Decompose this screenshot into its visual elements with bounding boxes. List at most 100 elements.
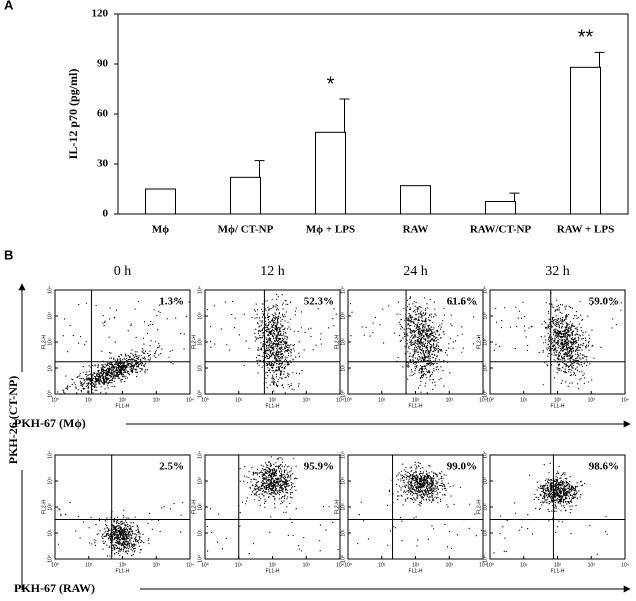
- plot-x-label: FL1-H: [266, 568, 280, 574]
- x-tick-label: 10³: [446, 562, 454, 568]
- x-tick-label: 10⁰: [201, 562, 209, 568]
- y-tick-label: 10⁴: [482, 286, 488, 294]
- y-tick-label: 10⁰: [197, 390, 203, 398]
- y-tick-label: 0: [103, 208, 109, 220]
- plot-y-label: FL2-H: [41, 500, 47, 514]
- y-tick-label: 10¹: [482, 529, 488, 537]
- percent-label: 1.3%: [159, 296, 184, 308]
- x-tick-label: 10¹: [235, 562, 243, 568]
- bar: [400, 185, 431, 215]
- plot-x-label: FL1-H: [266, 403, 280, 409]
- plot-frame: [117, 13, 629, 215]
- column-header: 24 h: [403, 264, 428, 279]
- y-tick-label: 10⁴: [340, 286, 346, 294]
- x-tick-label: 10¹: [85, 397, 93, 403]
- percent-label: 59.0%: [589, 296, 619, 308]
- x-tick-label: 10²: [269, 562, 277, 568]
- y-tick-label: 10⁰: [482, 390, 488, 398]
- plot-y-label: FL2-H: [476, 500, 482, 514]
- y-tick-label: 10⁰: [340, 555, 346, 563]
- plot-y-label: FL2-H: [41, 335, 47, 349]
- y-tick-label: 10¹: [197, 529, 203, 537]
- plot-y-label: FL2-H: [191, 500, 197, 514]
- y-tick-label: 60: [97, 108, 109, 120]
- x-tick-label: RAW/CT-NP: [470, 224, 532, 236]
- y-tick-label: 10²: [47, 503, 53, 511]
- y-tick-label: 10²: [340, 503, 346, 511]
- event-cloud: [57, 300, 190, 394]
- y-tick-label: 10⁴: [197, 286, 203, 294]
- y-tick-label: 90: [97, 58, 109, 70]
- event-cloud: [357, 461, 482, 549]
- y-tick-label: 10²: [197, 338, 203, 346]
- y-tick-label: 10³: [197, 477, 203, 485]
- x-tick-label: 10¹: [235, 397, 243, 403]
- x-tick-label: 10²: [412, 562, 420, 568]
- significance-mark: *: [327, 73, 335, 95]
- plot-y-label: FL2-H: [334, 335, 340, 349]
- y-axis-label: IL-12 p70 (pg/ml): [66, 69, 80, 160]
- column-header: 12 h: [260, 264, 285, 279]
- y-tick-label: 10⁴: [482, 451, 488, 459]
- percent-label: 61.6%: [447, 296, 477, 308]
- x-tick-label: 10¹: [85, 562, 93, 568]
- panel-letter: A: [4, 0, 14, 12]
- x-tick-label: 10⁰: [344, 397, 352, 403]
- plot-x-label: FL1-H: [409, 568, 423, 574]
- bar: [315, 131, 346, 215]
- x-tick-label: 10¹: [378, 397, 386, 403]
- y-tick-label: 10⁰: [47, 555, 53, 563]
- x-tick-label: 10⁰: [51, 562, 59, 568]
- x-tick-label: 10⁰: [486, 397, 494, 403]
- y-tick-label: 10⁴: [197, 451, 203, 459]
- y-tick-label: 10³: [482, 312, 488, 320]
- y-tick-label: 10²: [47, 338, 53, 346]
- x-tick-label: 10³: [588, 562, 596, 568]
- bar: [145, 188, 176, 215]
- event-cloud: [493, 292, 622, 390]
- x-tick-label: 10⁴: [186, 562, 194, 568]
- y-tick-label: 120: [92, 8, 109, 20]
- x-tick-label: 10⁴: [186, 397, 194, 403]
- y-tick-label: 10⁴: [340, 451, 346, 459]
- x-tick-label: 10⁴: [336, 397, 344, 403]
- x-tick-label: 10²: [554, 562, 562, 568]
- x-tick-label: Mϕ + LPS: [306, 224, 355, 236]
- plot-x-label: FL1-H: [116, 568, 130, 574]
- x-tick-label: 10³: [588, 397, 596, 403]
- x-axis-label: PKH-67 (RAW): [14, 581, 95, 595]
- bar: [570, 66, 601, 215]
- x-tick-label: 10⁴: [336, 562, 344, 568]
- y-tick-label: 10³: [340, 312, 346, 320]
- bar: [230, 176, 261, 215]
- x-tick-label: 10⁴: [479, 562, 487, 568]
- x-axis-label: PKH-67 (Mϕ): [14, 416, 86, 430]
- y-tick-label: 10¹: [340, 364, 346, 372]
- error-bar: [254, 160, 265, 178]
- y-tick-label: 10⁰: [197, 555, 203, 563]
- x-tick-label: 10³: [303, 397, 311, 403]
- x-tick-label: 10⁰: [51, 397, 59, 403]
- plot-x-label: FL1-H: [551, 403, 565, 409]
- x-tick-label: 10²: [119, 562, 127, 568]
- x-tick-label: RAW: [403, 224, 429, 236]
- x-tick-label: 10²: [554, 397, 562, 403]
- percent-label: 99.0%: [447, 461, 477, 473]
- x-tick-label: 10¹: [520, 397, 528, 403]
- y-tick-label: 10⁰: [482, 555, 488, 563]
- x-tick-label: 10²: [269, 397, 277, 403]
- y-tick-label: 10¹: [197, 364, 203, 372]
- plot-y-label: FL2-H: [334, 500, 340, 514]
- y-tick-label: 30: [97, 158, 109, 170]
- y-tick-label: 10¹: [47, 364, 53, 372]
- y-tick-label: 10¹: [47, 529, 53, 537]
- error-bar: [339, 98, 350, 133]
- x-tick-label: 10⁰: [344, 562, 352, 568]
- y-tick-label: 10⁴: [47, 286, 53, 294]
- percent-label: 52.3%: [304, 296, 334, 308]
- x-tick-label: 10³: [303, 562, 311, 568]
- x-tick-label: 10⁴: [621, 562, 629, 568]
- y-tick-label: 10²: [197, 503, 203, 511]
